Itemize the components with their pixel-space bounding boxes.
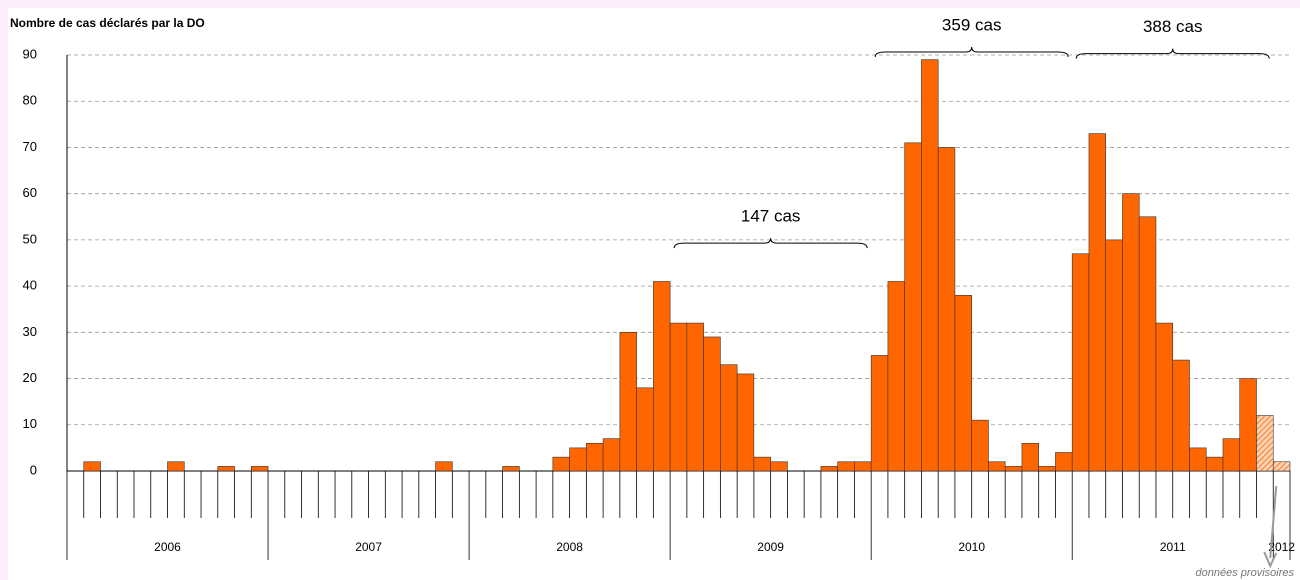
y-tick-label: 30 — [23, 324, 37, 339]
y-tick-label: 90 — [23, 46, 37, 61]
bar — [870, 355, 889, 472]
annotation-arrow — [1269, 485, 1278, 559]
bar — [720, 364, 738, 472]
bar — [1272, 461, 1291, 472]
bar — [1138, 216, 1157, 472]
year-label: 2012 — [1268, 540, 1295, 554]
brace — [1075, 48, 1270, 59]
bar — [1239, 378, 1257, 472]
bar — [686, 322, 704, 472]
annotation-arrowhead — [1263, 551, 1278, 569]
y-tick-label: 70 — [23, 139, 37, 154]
bar — [636, 387, 654, 472]
bar — [954, 295, 972, 472]
brace-label: 388 cas — [1143, 17, 1203, 36]
bar — [887, 281, 905, 472]
y-tick-label: 40 — [23, 278, 37, 293]
brace-label: 147 cas — [741, 207, 801, 226]
bar — [770, 461, 788, 472]
bar — [988, 461, 1006, 472]
bar — [1205, 456, 1224, 472]
brace — [673, 238, 868, 249]
y-tick-label: 20 — [23, 370, 37, 385]
bar — [1122, 193, 1140, 472]
bar — [921, 59, 939, 472]
bar — [1088, 133, 1107, 472]
bar — [502, 466, 520, 472]
annotation: données provisoires — [1196, 567, 1295, 579]
bar — [586, 442, 604, 472]
bar — [1021, 442, 1039, 472]
bar — [1004, 466, 1023, 472]
bar — [1172, 359, 1190, 472]
bar — [1189, 447, 1207, 472]
bar — [1256, 415, 1274, 472]
year-label: 2006 — [154, 540, 181, 554]
bar — [703, 336, 721, 472]
y-tick-label: 80 — [23, 93, 37, 108]
year-label: 2009 — [757, 540, 784, 554]
bar — [250, 466, 269, 472]
y-tick-label: 60 — [23, 185, 37, 200]
bar — [552, 456, 570, 472]
bar — [736, 373, 755, 472]
y-tick-label: 50 — [23, 231, 37, 246]
bar — [653, 281, 671, 472]
brace — [874, 46, 1069, 58]
y-tick-label: 10 — [23, 416, 37, 431]
year-label: 2008 — [556, 540, 583, 554]
bar — [1071, 253, 1090, 472]
bar — [569, 447, 587, 472]
bar — [1155, 322, 1174, 472]
bar — [602, 438, 621, 472]
bar — [753, 456, 771, 472]
brace-label: 359 cas — [942, 15, 1002, 34]
bar — [1038, 466, 1056, 472]
bar — [1105, 239, 1123, 472]
bar — [1222, 438, 1241, 472]
bar — [167, 461, 185, 472]
bar — [971, 419, 989, 472]
bar — [854, 461, 872, 472]
bar — [217, 466, 235, 472]
bar — [619, 332, 637, 472]
y-tick-label: 0 — [30, 462, 37, 477]
bar — [1055, 452, 1073, 472]
bar — [837, 461, 855, 472]
bar — [435, 461, 453, 472]
year-label: 2010 — [958, 540, 985, 554]
bar — [820, 466, 838, 472]
bar — [904, 142, 922, 472]
bar — [669, 322, 688, 472]
bar — [937, 147, 956, 472]
bar — [83, 461, 101, 472]
year-label: 2011 — [1160, 540, 1186, 554]
year-label: 2007 — [355, 540, 382, 554]
y-axis-title: Nombre de cas déclarés par la DO — [10, 16, 205, 30]
